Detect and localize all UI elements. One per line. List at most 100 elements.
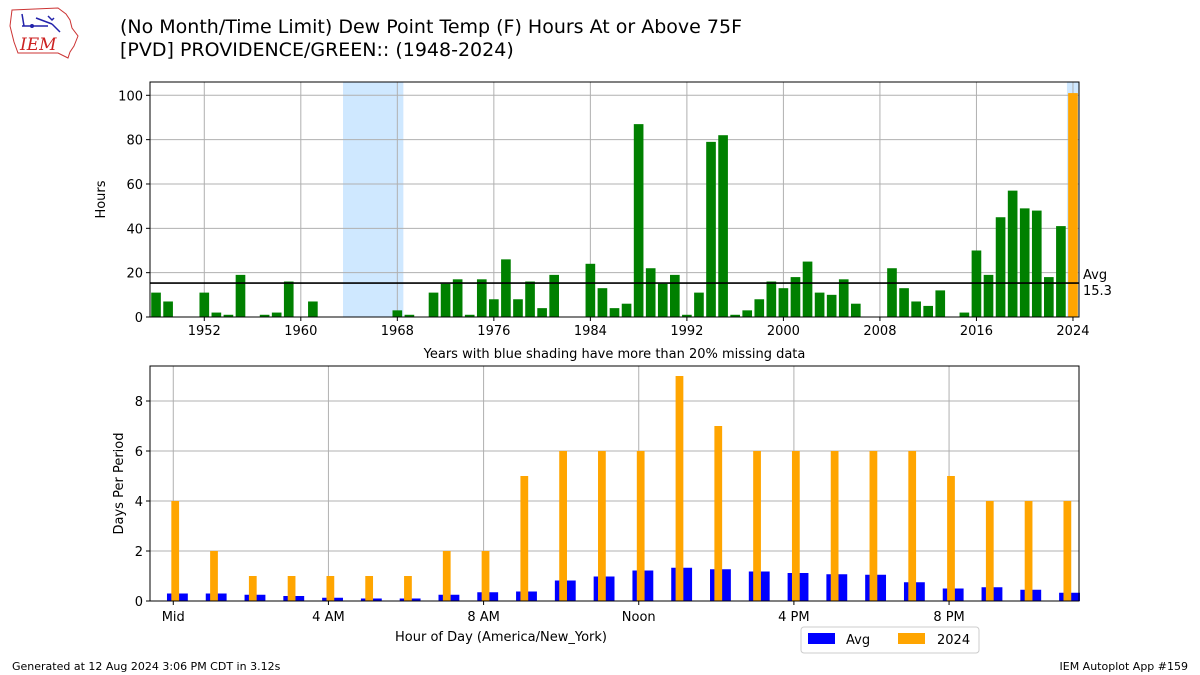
y-axis-label: Hours	[94, 180, 109, 218]
bar-year-2003	[814, 292, 825, 317]
bar-year-1998	[754, 299, 765, 317]
bar-avg2-hour-21	[992, 587, 1003, 601]
bar-year-2005	[838, 279, 849, 317]
bar-avg2-hour-1	[216, 593, 227, 601]
bar-year-1995	[718, 135, 728, 317]
bar-year-2022	[1044, 277, 1054, 317]
bar-year-1991	[669, 274, 680, 317]
average-value: 15.3	[1083, 284, 1112, 299]
x-tick-label: 4 AM	[312, 610, 345, 625]
x-tick-label: 2016	[960, 324, 993, 339]
bar-year-2010	[899, 288, 909, 317]
y-tick-label: 20	[126, 267, 143, 282]
bar-year-2001	[790, 277, 801, 317]
bar-year-1973	[452, 279, 463, 317]
bar-avg2-hour-12	[643, 570, 654, 601]
bar-year-1952	[199, 292, 210, 317]
bar-year-1977	[501, 259, 511, 317]
missing-data-shade	[343, 82, 404, 317]
x-tick-label: 1984	[574, 324, 607, 339]
bar-avg2-hour-0	[178, 593, 188, 601]
bar-year-1990	[657, 283, 668, 317]
bar-year-1989	[645, 268, 656, 317]
x-tick-label: 2024	[1056, 324, 1089, 339]
y-tick-label: 0	[135, 595, 143, 610]
plot-frame	[149, 81, 1080, 318]
bar-year-2000	[778, 288, 789, 317]
chart-title-line2: [PVD] PROVIDENCE/GREEN:: (1948-2024)	[120, 39, 514, 61]
bar-year-1957	[259, 314, 270, 317]
x-axis-label: Years with blue shading have more than 2…	[423, 347, 806, 362]
bar-year-1986	[609, 308, 620, 317]
bar-year-1993	[694, 292, 704, 317]
x-tick-label: 1992	[670, 324, 703, 339]
bar-year-1953	[211, 312, 222, 317]
bar-year-1969	[404, 314, 415, 317]
bar-year-1984	[585, 263, 596, 317]
bar-avg2-hour-2	[255, 594, 266, 601]
y-tick-label: 6	[135, 445, 143, 460]
x-tick-label: 1952	[188, 324, 221, 339]
bar-avg2-hour-4	[333, 597, 343, 601]
bar-year-1994	[706, 141, 716, 317]
bar-year-1987	[621, 303, 632, 317]
bar-avg2-hour-3	[294, 596, 305, 601]
iem-logo: IEM	[8, 6, 82, 64]
bar-year-1976	[489, 299, 499, 317]
bar-year-1999	[766, 281, 777, 317]
bar-avg2-hour-18	[876, 574, 887, 601]
legend-label-avg: Avg	[846, 633, 870, 648]
bar-2024-hour-16	[791, 451, 800, 601]
bar-2024-hour-19	[908, 451, 917, 601]
bar-year-1959	[283, 281, 294, 317]
y-tick-label: 2	[135, 545, 143, 560]
bar-year-1968	[392, 310, 403, 317]
x-axis-label: Hour of Day (America/New_York)	[395, 630, 607, 645]
bar-year-1975	[476, 279, 487, 317]
bar-year-2004	[826, 294, 837, 317]
bar-2024-hour-9	[520, 476, 529, 601]
bar-year-1996	[730, 314, 740, 317]
bar-2024-hour-8	[481, 551, 490, 601]
bar-avg2-hour-15	[759, 571, 770, 601]
bar-year-1954	[223, 314, 234, 317]
bar-avg2-hour-19	[915, 582, 925, 601]
bar-year-1981	[549, 274, 560, 317]
bar-2024-hour-0	[171, 501, 180, 601]
legend-box	[800, 626, 980, 654]
y-tick-label: 80	[126, 134, 143, 149]
bar-year-2015	[959, 312, 970, 317]
x-tick-label: Mid	[162, 610, 185, 625]
y-tick-label: 0	[135, 311, 143, 326]
bar-2024-hour-13	[675, 376, 684, 601]
bar-year-2012	[923, 305, 934, 317]
bar-year-1978	[513, 299, 523, 317]
bar-year-1958	[271, 312, 282, 317]
bar-year-2023	[1056, 226, 1066, 317]
y-tick-label: 8	[135, 395, 143, 410]
bar-year-1992	[682, 314, 692, 317]
bar-2024-hour-18	[869, 451, 878, 601]
bar-year-2020	[1019, 208, 1030, 317]
bar-2024-hour-2	[248, 576, 257, 601]
hourly-days-chart: Mid 4 AM 8 AM Noon 4 PM 8 PM 0 2 4 6 8 Days Per Per…	[112, 365, 1080, 654]
bar-avg2-hour-7	[449, 594, 460, 601]
bar-year-2009	[887, 268, 897, 317]
x-tick-label: 1968	[381, 324, 414, 339]
bar-avg2-hour-16	[798, 573, 809, 601]
bar-year-1949	[163, 301, 173, 317]
bar-avg2-hour-5	[372, 598, 382, 601]
bar-year-1979	[525, 281, 535, 317]
bar-year-1980	[537, 308, 547, 317]
bar-year-1972	[440, 283, 451, 317]
y-tick-label: 4	[135, 495, 143, 510]
bar-2024-hour-17	[830, 451, 839, 601]
bar-avg2-hour-20	[953, 588, 964, 601]
x-tick-label: 8 PM	[933, 610, 964, 625]
bar-avg2-hour-10	[566, 580, 576, 601]
bar-year-2021	[1031, 210, 1042, 317]
bar-2024-hour-14	[714, 426, 723, 601]
bar-avg2-hour-13	[682, 567, 693, 601]
bar-year-1971	[428, 292, 439, 317]
